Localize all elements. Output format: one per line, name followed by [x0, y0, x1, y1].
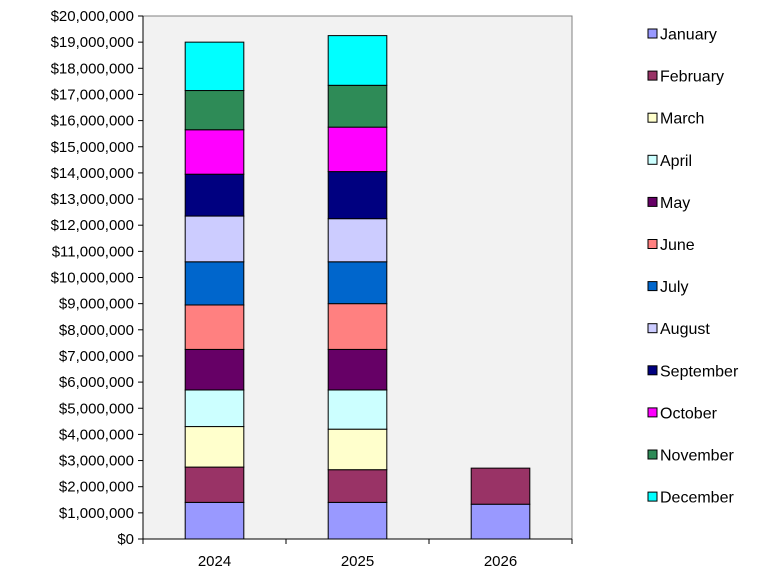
legend-swatch-march: [647, 112, 658, 123]
y-tick-label: $8,000,000: [59, 322, 134, 339]
legend-swatch-august: [647, 323, 658, 334]
y-tick-label: $14,000,000: [51, 165, 134, 182]
y-tick-label: $0: [117, 531, 134, 548]
y-tick-label: $20,000,000: [51, 8, 134, 25]
x-tick-label: 2025: [341, 553, 374, 570]
bar-segment-april-2024: [184, 389, 245, 428]
legend-label-january: January: [660, 27, 717, 44]
legend-label-september: September: [660, 363, 739, 380]
axes-layer: $0 $1,000,000 $2,000,000 $3,000,000 $4,000,0…: [51, 8, 573, 570]
y-tick-label: $16,000,000: [51, 113, 134, 130]
legend-label-march: March: [660, 111, 704, 128]
legend-label-december: December: [660, 490, 734, 507]
y-tick-label: $5,000,000: [59, 400, 134, 417]
bar-segment-july-2025: [327, 261, 388, 305]
y-tick-label: $7,000,000: [59, 348, 134, 365]
y-tick-label: $10,000,000: [51, 270, 134, 287]
legend-swatch-april: [647, 154, 658, 165]
y-tick-label: $12,000,000: [51, 217, 134, 234]
y-tick-label: $19,000,000: [51, 34, 134, 51]
bar-segment-february-2025: [327, 469, 388, 503]
y-tick-label: $2,000,000: [59, 479, 134, 496]
bar-segment-february-2026: [470, 467, 531, 505]
y-tick-label: $11,000,000: [52, 243, 134, 260]
bar-segment-november-2025: [327, 84, 388, 128]
legend-label-august: August: [660, 321, 710, 338]
legend: January February March April May June July Augu…: [647, 27, 739, 507]
bar-segment-july-2024: [184, 261, 245, 306]
legend-label-april: April: [660, 153, 692, 170]
legend-label-july: July: [660, 279, 688, 296]
legend-label-february: February: [660, 69, 724, 86]
legend-label-may: May: [660, 195, 690, 212]
bar-segment-february-2024: [184, 466, 245, 503]
legend-label-november: November: [660, 448, 734, 465]
y-tick-label: $6,000,000: [59, 374, 134, 391]
legend-swatch-january: [647, 28, 658, 39]
bar-segment-october-2024: [184, 129, 245, 175]
legend-swatch-september: [647, 365, 658, 376]
bar-segment-may-2024: [184, 348, 245, 391]
legend-swatch-february: [647, 70, 658, 81]
bar-segment-april-2025: [327, 389, 388, 430]
bar-segment-august-2024: [184, 215, 245, 263]
bar-segment-september-2024: [184, 173, 245, 217]
legend-swatch-october: [647, 407, 658, 418]
y-tick-label: $18,000,000: [51, 60, 134, 77]
y-tick-label: $1,000,000: [59, 505, 134, 522]
bar-segment-march-2024: [184, 426, 245, 468]
bar-segment-may-2025: [327, 348, 388, 391]
bar-segment-december-2025: [327, 35, 388, 86]
bar-segment-june-2024: [184, 304, 245, 350]
bar-segment-june-2025: [327, 303, 388, 350]
legend-swatch-may: [647, 196, 658, 207]
bar-segment-january-2026: [470, 503, 531, 540]
legend-swatch-november: [647, 449, 658, 460]
bar-segment-september-2025: [327, 171, 388, 220]
y-tick-label: $13,000,000: [51, 191, 134, 208]
y-tick-label: $9,000,000: [59, 296, 134, 313]
legend-swatch-june: [647, 239, 658, 249]
y-tick-label: $15,000,000: [51, 139, 134, 156]
legend-swatch-december: [647, 491, 658, 502]
bar-segment-august-2025: [327, 218, 388, 263]
bar-segment-january-2024: [184, 501, 245, 540]
legend-label-june: June: [660, 237, 695, 254]
bar-segment-december-2024: [184, 41, 245, 92]
bar-segment-november-2024: [184, 90, 245, 131]
y-tick-label: $3,000,000: [59, 453, 134, 470]
bar-segment-january-2025: [327, 501, 388, 540]
bar-segment-october-2025: [327, 126, 388, 173]
legend-swatch-july: [647, 281, 658, 292]
y-tick-label: $17,000,000: [51, 86, 134, 103]
y-tick-label: $4,000,000: [59, 426, 134, 443]
legend-label-october: October: [660, 405, 718, 422]
x-tick-label: 2026: [484, 553, 517, 570]
bars-layer: [184, 35, 531, 540]
x-tick-label: 2024: [198, 553, 231, 570]
bar-segment-march-2025: [327, 428, 388, 471]
